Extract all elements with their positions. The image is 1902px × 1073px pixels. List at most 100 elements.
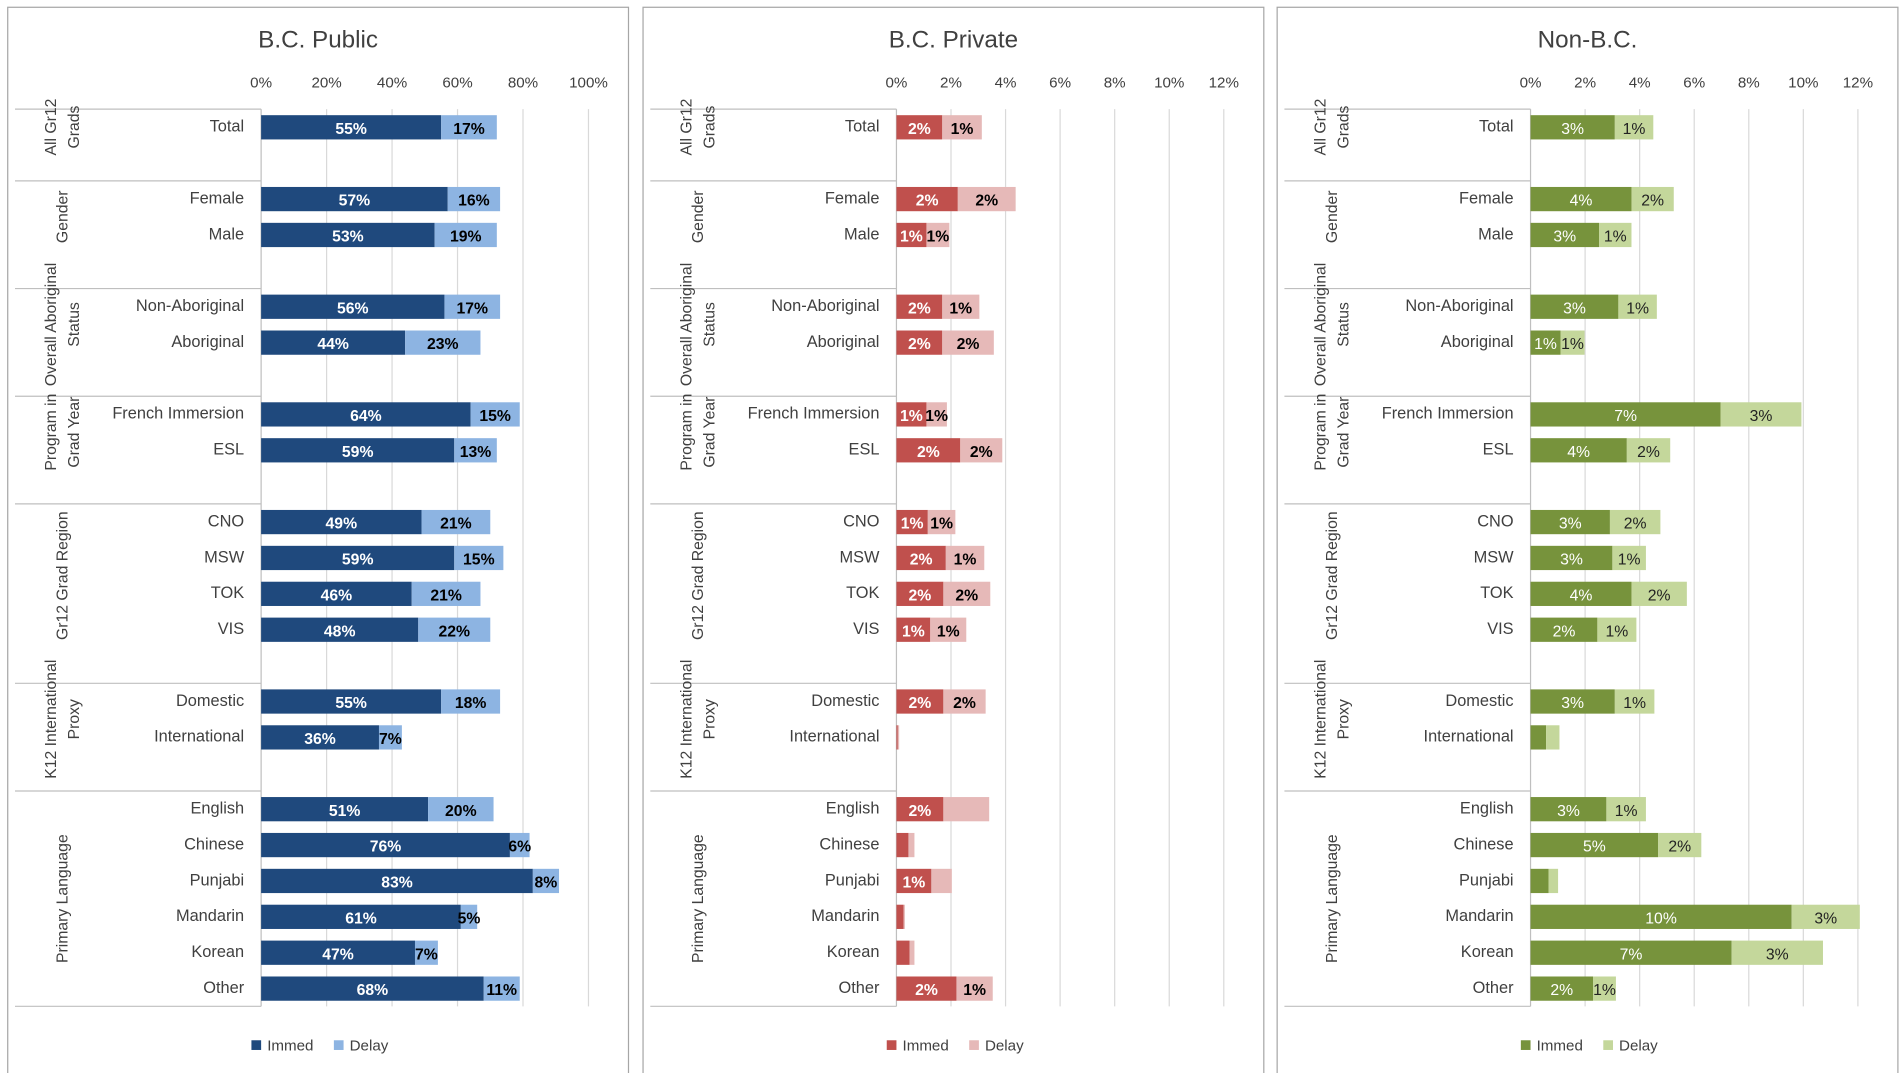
bar-segment: [1530, 904, 1792, 929]
value-label: 3%: [1814, 910, 1837, 927]
category-label: French Immersion: [1382, 405, 1514, 423]
category-label: French Immersion: [112, 405, 244, 423]
bar-segment: [1560, 330, 1585, 355]
value-label: 3%: [1766, 946, 1789, 963]
bar-segment: [1720, 402, 1802, 427]
category-label: Total: [1479, 118, 1514, 136]
legend-label: Immed: [267, 1037, 313, 1054]
bar-segment: [943, 581, 991, 606]
category-label: English: [1460, 800, 1514, 818]
value-label: 2%: [909, 695, 932, 712]
bar-segment: [1530, 222, 1600, 248]
bar-segment: [454, 438, 497, 463]
category-label: Total: [845, 118, 880, 136]
category-label: Non-Aboriginal: [771, 297, 879, 315]
panel-border: [1276, 6, 1899, 1073]
bar-segment: [1599, 222, 1632, 248]
x-tick-label: 8%: [1738, 75, 1760, 92]
value-label: 6%: [508, 839, 531, 856]
bar-segment: [261, 509, 422, 535]
legend-label: Delay: [350, 1037, 389, 1054]
group-label: Gr12 Grad Region: [1324, 511, 1341, 640]
value-label: 36%: [304, 731, 336, 748]
group-label: Overall Aboriginal: [1313, 263, 1330, 386]
value-label: 5%: [458, 910, 481, 927]
value-label: 2%: [970, 444, 993, 461]
value-label: 3%: [1553, 229, 1576, 246]
bar-segment: [1626, 438, 1671, 463]
value-label: 2%: [955, 587, 978, 604]
value-label: 13%: [460, 444, 492, 461]
group-label: K12 International: [1313, 660, 1330, 779]
category-label: Domestic: [811, 692, 879, 710]
legend-swatch: [969, 1040, 979, 1050]
bar-segment: [428, 797, 494, 822]
legend-swatch: [886, 1040, 897, 1050]
bar-segment: [896, 581, 944, 606]
category-label: Punjabi: [1459, 871, 1514, 889]
bar-segment: [421, 509, 491, 535]
category-label: Female: [825, 189, 880, 207]
bar-segment: [418, 617, 491, 642]
group-label: Grads: [701, 105, 718, 148]
value-label: 4%: [1570, 587, 1593, 604]
group-label: K12 International: [43, 660, 60, 779]
bar-segment: [411, 581, 481, 606]
x-tick-label: 10%: [1788, 75, 1818, 92]
chart-panel: B.C. Private 0% 2% 4% 6% 8% 10% 12% All Gr12 Grad…: [642, 6, 1265, 1073]
bar-segment: [441, 689, 501, 714]
panel-border: [7, 6, 630, 1073]
category-label: VIS: [853, 620, 879, 638]
group-label: Grad Year: [66, 397, 83, 468]
category-label: Chinese: [819, 835, 879, 853]
bar-segment: [931, 868, 952, 894]
bar-segment: [1609, 509, 1661, 535]
category-label: Aboriginal: [1441, 333, 1514, 351]
x-tick-label: 2%: [1574, 75, 1596, 92]
bar-segment: [903, 904, 905, 929]
value-label: 2%: [957, 336, 980, 353]
category-label: Korean: [1461, 943, 1514, 961]
value-label: 55%: [335, 695, 367, 712]
category-label: Male: [844, 225, 879, 243]
x-tick-label: 6%: [1683, 75, 1705, 92]
legend-label: Delay: [985, 1037, 1024, 1054]
bar-segment: [1606, 797, 1646, 822]
value-label: 57%: [339, 193, 371, 210]
bar-segment: [261, 725, 379, 750]
bar-segment: [896, 186, 958, 212]
chart-title: B.C. Public: [258, 27, 378, 54]
x-tick-label: 10%: [1154, 75, 1184, 92]
category-label: Domestic: [176, 692, 244, 710]
x-tick-label: 100%: [569, 75, 608, 92]
bar-segment: [1548, 868, 1559, 894]
category-label: TOK: [846, 584, 879, 602]
x-tick-label: 0%: [250, 75, 272, 92]
bar-segment: [470, 402, 520, 427]
bar-segment: [942, 330, 994, 355]
bar-segment: [896, 545, 946, 571]
group-label: Grads: [1336, 105, 1353, 148]
bar-segment: [896, 402, 927, 427]
value-label: 18%: [455, 695, 487, 712]
bar-segment: [261, 115, 442, 140]
bar-segment: [1612, 545, 1646, 571]
bar-segment: [1530, 545, 1613, 571]
chart-panel: B.C. Public 0% 20% 40% 60% 80% 100% All Gr12 Gra…: [7, 6, 630, 1073]
bar-segment: [434, 222, 497, 248]
group-label: Gr12 Grad Region: [55, 511, 72, 640]
bar-segment: [509, 832, 530, 858]
value-label: 15%: [479, 408, 511, 425]
category-label: TOK: [211, 584, 244, 602]
bar-segment: [896, 330, 943, 355]
category-label: CNO: [843, 512, 879, 530]
value-label: 47%: [322, 946, 354, 963]
value-label: 2%: [1637, 444, 1660, 461]
group-label: Grad Year: [1336, 397, 1353, 468]
bar-segment: [909, 940, 915, 965]
value-label: 83%: [381, 875, 413, 892]
bar-segment: [945, 545, 985, 571]
value-label: 2%: [1641, 193, 1664, 210]
bar-segment: [930, 617, 967, 642]
value-label: 1%: [903, 875, 926, 892]
